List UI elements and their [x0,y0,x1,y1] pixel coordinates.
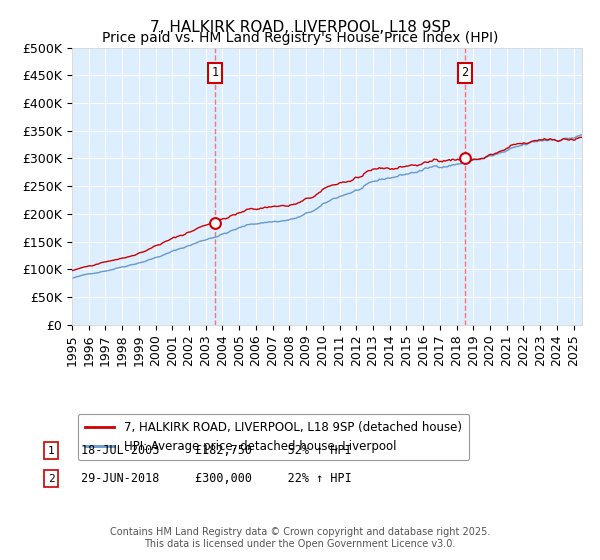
Text: 1: 1 [47,446,55,456]
Point [460,154,470,163]
Text: 2: 2 [47,474,55,484]
Text: Contains HM Land Registry data © Crown copyright and database right 2025.
This d: Contains HM Land Registry data © Crown c… [110,527,490,549]
Text: 7, HALKIRK ROAD, LIVERPOOL, L18 9SP: 7, HALKIRK ROAD, LIVERPOOL, L18 9SP [150,20,450,35]
Legend: 7, HALKIRK ROAD, LIVERPOOL, L18 9SP (detached house), HPI: Average price, detach: 7, HALKIRK ROAD, LIVERPOOL, L18 9SP (det… [78,414,469,460]
Point [210,219,220,228]
Text: Price paid vs. HM Land Registry's House Price Index (HPI): Price paid vs. HM Land Registry's House … [102,31,498,45]
Text: 2: 2 [461,66,469,79]
Text: 18-JUL-2003     £182,750     52% ↑ HPI: 18-JUL-2003 £182,750 52% ↑ HPI [81,444,352,458]
Text: 29-JUN-2018     £300,000     22% ↑ HPI: 29-JUN-2018 £300,000 22% ↑ HPI [81,472,352,486]
Text: 1: 1 [211,66,218,79]
